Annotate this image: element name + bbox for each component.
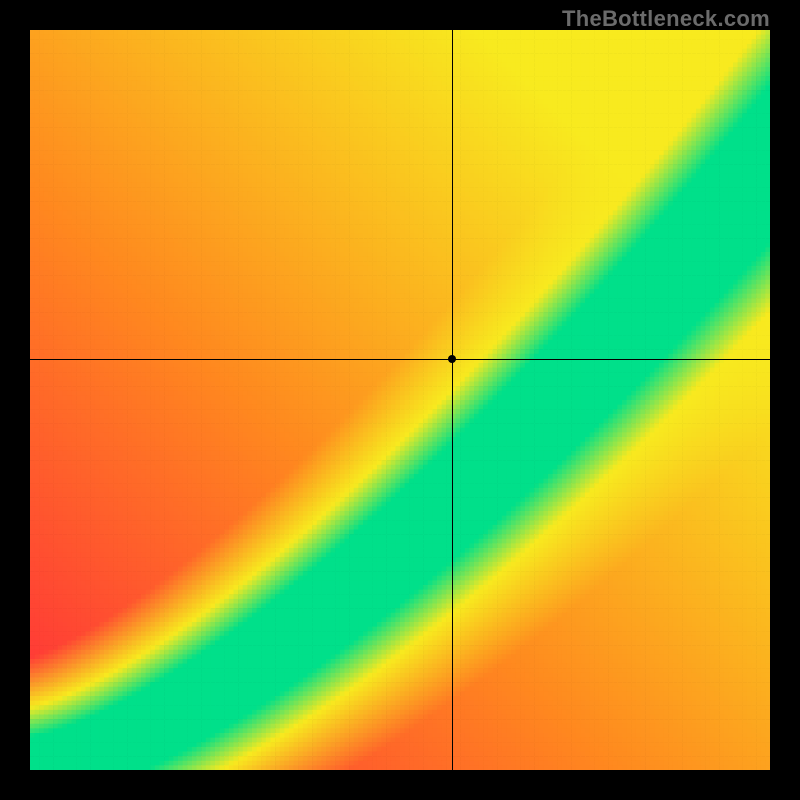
heatmap-plot [30,30,770,770]
crosshair-vertical [452,30,453,770]
watermark-text: TheBottleneck.com [562,6,770,32]
heatmap-canvas [30,30,770,770]
crosshair-horizontal [30,359,770,360]
crosshair-marker [448,355,456,363]
